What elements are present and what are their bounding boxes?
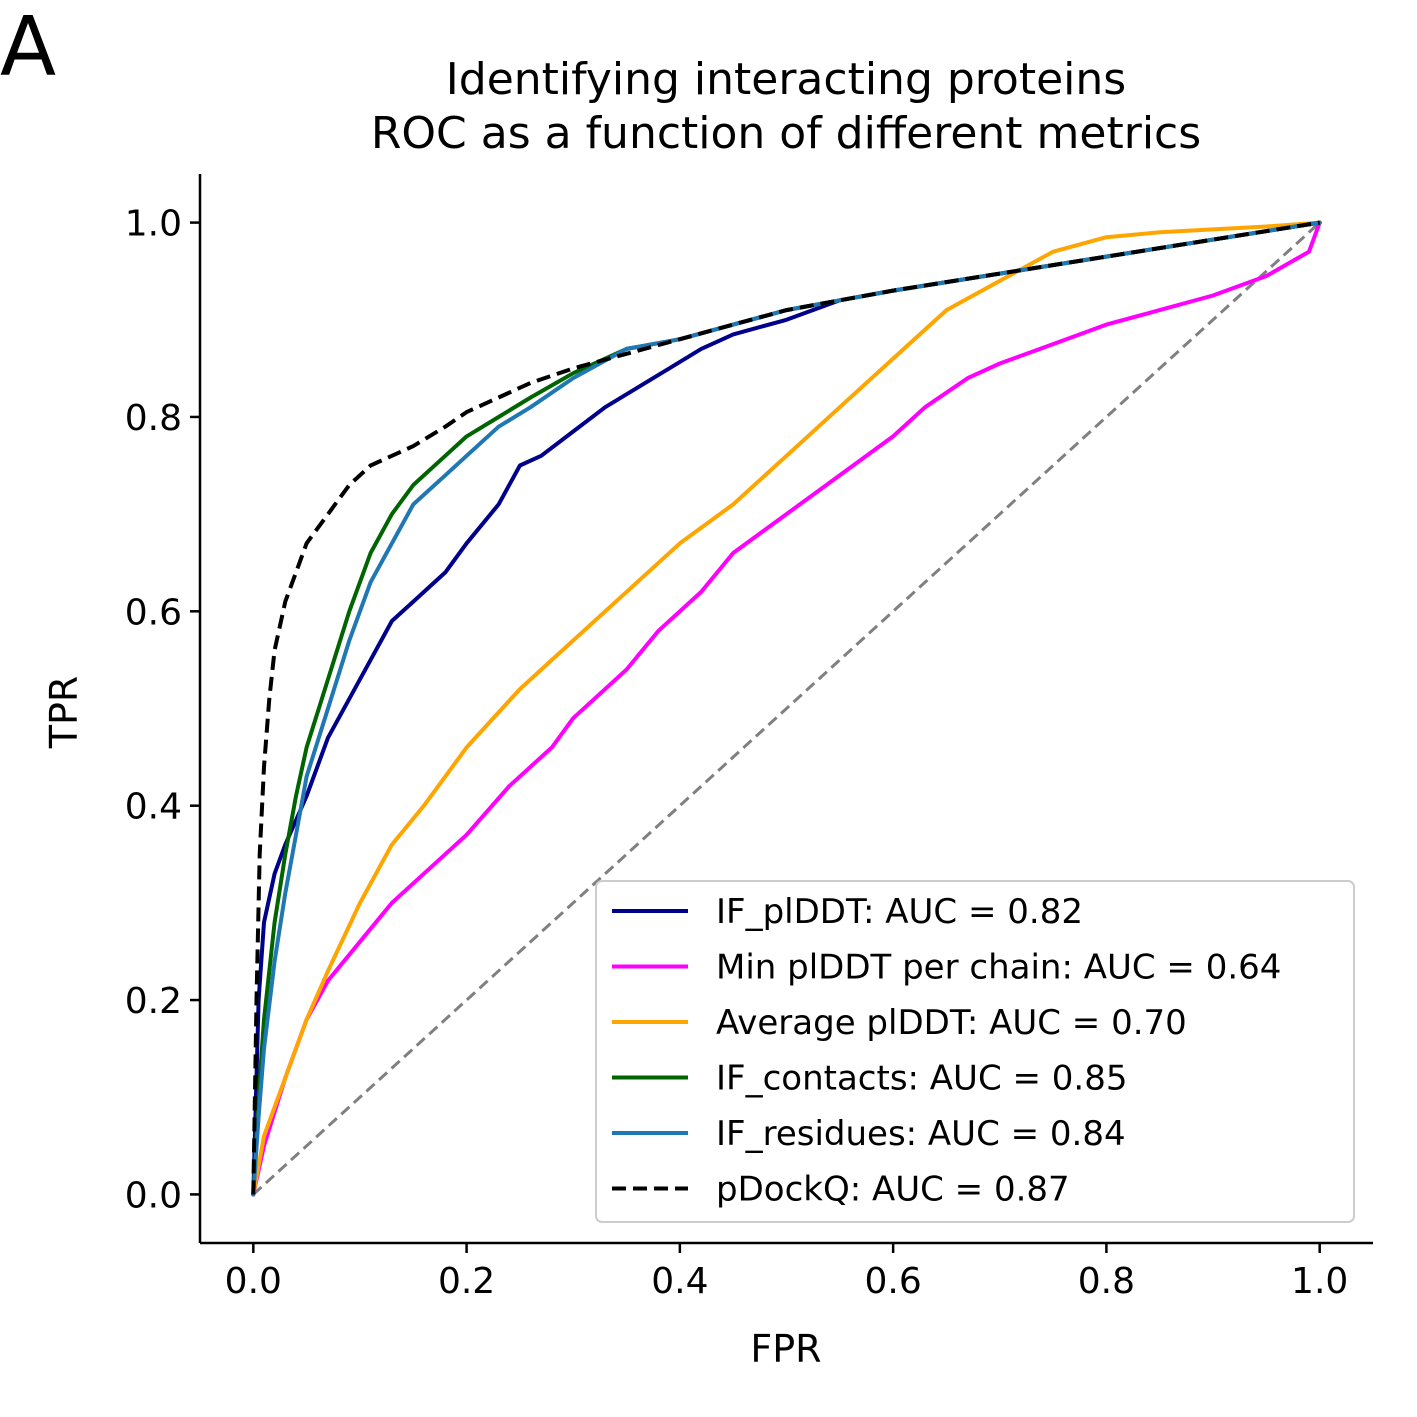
legend-label-4: IF_contacts: AUC = 0.85 bbox=[716, 1059, 1128, 1099]
y-tick-label: 0.4 bbox=[125, 787, 182, 828]
y-tick-label: 0.8 bbox=[125, 398, 182, 439]
series-line-6 bbox=[251, 220, 1321, 1195]
legend-label-6: pDockQ: AUC = 0.87 bbox=[716, 1170, 1070, 1210]
panel-label: A bbox=[0, 0, 56, 95]
y-axis-label: TPR bbox=[42, 676, 86, 750]
legend-label-5: IF_residues: AUC = 0.84 bbox=[716, 1114, 1126, 1154]
chart-title-line-1: Identifying interacting proteins bbox=[446, 54, 1126, 105]
plot-area: 0.0 0.2 0.4 0.6 0.8 1.0 0.0 0.2 0.4 0.6 0.8 1.0 bbox=[125, 174, 1373, 1302]
x-tick-label: 0.2 bbox=[438, 1261, 495, 1302]
legend-label-3: Average plDDT: AUC = 0.70 bbox=[716, 1003, 1187, 1043]
series-line-3 bbox=[251, 220, 1322, 1197]
legend: IF_plDDT: AUC = 0.82 Min plDDT per chain:… bbox=[595, 880, 1355, 1223]
x-tick-label: 0.4 bbox=[651, 1261, 708, 1302]
y-tick-label: 0.6 bbox=[125, 592, 182, 633]
x-tick-label: 1.0 bbox=[1291, 1261, 1348, 1302]
series-line-2 bbox=[251, 220, 1322, 1197]
chart-title-line-2: ROC as a function of different metrics bbox=[371, 108, 1201, 159]
legend-frame bbox=[595, 880, 1355, 1223]
x-tick-label: 0.8 bbox=[1078, 1261, 1135, 1302]
legend-label-2: Min plDDT per chain: AUC = 0.64 bbox=[716, 948, 1281, 988]
y-tick-label: 1.0 bbox=[125, 204, 182, 245]
x-tick-label: 0.0 bbox=[225, 1261, 282, 1302]
x-tick-label: 0.6 bbox=[865, 1261, 922, 1302]
chance-diagonal-line bbox=[252, 221, 1321, 1196]
legend-label-1: IF_plDDT: AUC = 0.82 bbox=[716, 892, 1083, 932]
x-axis-label: FPR bbox=[750, 1327, 821, 1371]
y-tick-label: 0.2 bbox=[125, 981, 182, 1022]
y-tick-label: 0.0 bbox=[125, 1175, 182, 1216]
